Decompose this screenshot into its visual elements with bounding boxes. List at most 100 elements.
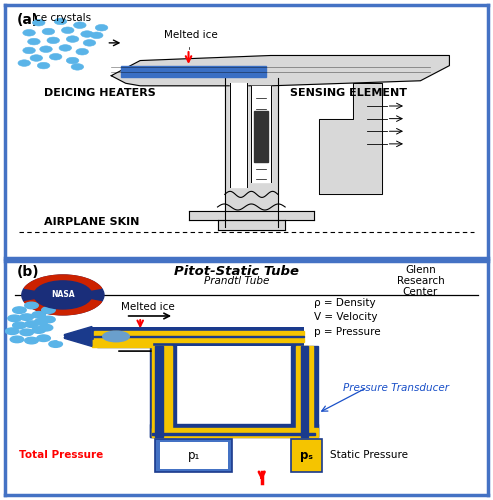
Text: Ice crystals: Ice crystals [32,12,91,22]
Circle shape [40,46,52,52]
Circle shape [59,44,71,51]
Circle shape [66,58,79,64]
Circle shape [54,18,67,25]
Circle shape [95,24,108,31]
Polygon shape [319,84,382,194]
Circle shape [25,302,38,308]
Circle shape [71,64,84,70]
Polygon shape [111,56,450,86]
Text: (a): (a) [17,12,39,26]
Text: DEICING HEATERS: DEICING HEATERS [43,88,155,99]
Text: SENSING ELEMENT: SENSING ELEMENT [290,88,407,99]
Circle shape [28,38,40,45]
Circle shape [83,40,96,46]
Bar [254,111,268,162]
Text: p₁: p₁ [187,448,200,462]
Circle shape [76,48,89,55]
Bar [225,78,278,227]
Bar [152,432,315,435]
Circle shape [35,318,48,325]
Wedge shape [24,295,102,315]
Circle shape [58,332,64,335]
Circle shape [42,28,55,35]
Circle shape [46,302,60,308]
Bar [97,336,150,346]
Circle shape [13,307,26,314]
Bar [92,340,152,346]
Bar [152,428,317,436]
Ellipse shape [103,331,129,342]
Text: Prandtl Tube: Prandtl Tube [204,276,270,286]
Circle shape [30,54,42,62]
FancyBboxPatch shape [92,326,305,346]
Bar [188,211,314,220]
Text: Center: Center [403,286,438,296]
Circle shape [58,338,64,340]
Bar [251,86,271,182]
Circle shape [23,47,35,54]
Bar [121,66,266,77]
Circle shape [37,62,50,69]
Text: Static Pressure: Static Pressure [330,450,408,460]
Circle shape [22,275,104,315]
Bar [291,439,322,472]
Circle shape [13,322,26,328]
Circle shape [41,316,55,323]
Bar [150,424,317,436]
Text: Pitot-Static Tube: Pitot-Static Tube [175,264,299,278]
Circle shape [25,321,38,328]
Bar [94,338,305,342]
Circle shape [20,314,34,320]
Circle shape [32,312,45,318]
Text: Melted ice: Melted ice [121,302,175,312]
Circle shape [47,37,60,44]
Bar [230,84,246,187]
Bar [152,346,172,436]
Circle shape [25,338,38,344]
Text: V = Velocity: V = Velocity [314,312,378,322]
Text: AIRPLANE SKIN: AIRPLANE SKIN [43,217,139,227]
Text: Glenn: Glenn [405,264,436,274]
Text: pₛ: pₛ [300,448,313,462]
Circle shape [62,27,74,34]
Bar [94,336,305,338]
Bar [155,439,233,472]
Circle shape [34,281,92,309]
Bar [160,442,228,469]
Text: Pressure Transducer: Pressure Transducer [343,382,449,392]
Bar [155,346,163,436]
Circle shape [18,60,31,66]
Bar [301,346,308,436]
Text: p = Pressure: p = Pressure [314,326,381,336]
Circle shape [20,329,34,336]
Circle shape [23,30,35,36]
Circle shape [37,335,50,342]
Circle shape [10,336,24,342]
Circle shape [73,22,86,29]
Bar [291,346,317,436]
Text: Melted ice: Melted ice [164,30,218,40]
Circle shape [5,328,19,334]
Text: Research: Research [396,276,444,286]
Circle shape [49,341,63,347]
Circle shape [32,327,45,334]
Circle shape [66,36,79,43]
Circle shape [41,307,55,314]
Wedge shape [24,275,102,295]
Circle shape [49,54,62,60]
Polygon shape [58,326,92,346]
Bar [150,342,176,436]
Circle shape [58,335,64,338]
Text: (b): (b) [17,264,39,278]
Text: Total Pressure: Total Pressure [19,450,104,460]
Text: ρ = Density: ρ = Density [314,298,376,308]
Circle shape [8,315,21,322]
Circle shape [33,20,45,26]
Bar [94,331,305,336]
Circle shape [39,324,53,331]
Text: NASA: NASA [51,290,75,300]
Bar [217,220,285,230]
Circle shape [90,32,103,38]
Bar [296,346,313,436]
Circle shape [81,31,93,38]
